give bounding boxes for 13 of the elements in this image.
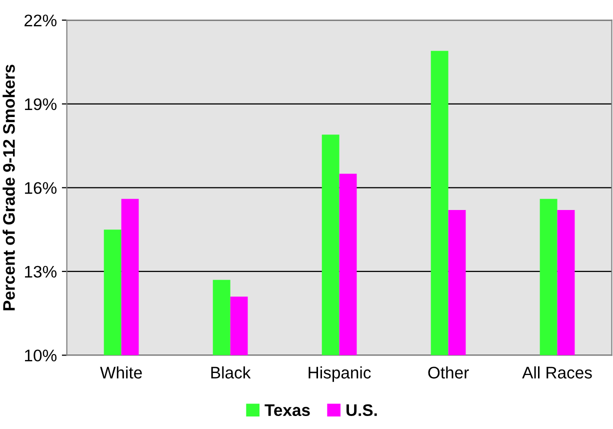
y-tick-label: 13% <box>25 266 57 278</box>
y-tick-label: 10% <box>25 350 57 362</box>
x-tick-label: Black <box>211 366 251 379</box>
x-tick-label: All Races <box>522 366 592 379</box>
legend-label: U.S. <box>346 404 377 416</box>
y-tick-label: 16% <box>25 182 57 194</box>
y-axis-title: Percent of Grade 9-12 Smokers <box>2 64 15 310</box>
legend-label: Texas <box>264 404 310 416</box>
y-tick-label: 22% <box>24 14 57 26</box>
x-tick-label: White <box>100 366 142 379</box>
x-tick-label: Other <box>428 366 469 379</box>
y-tick-label: 19% <box>25 98 57 110</box>
x-tick-label: Hispanic <box>308 366 371 382</box>
